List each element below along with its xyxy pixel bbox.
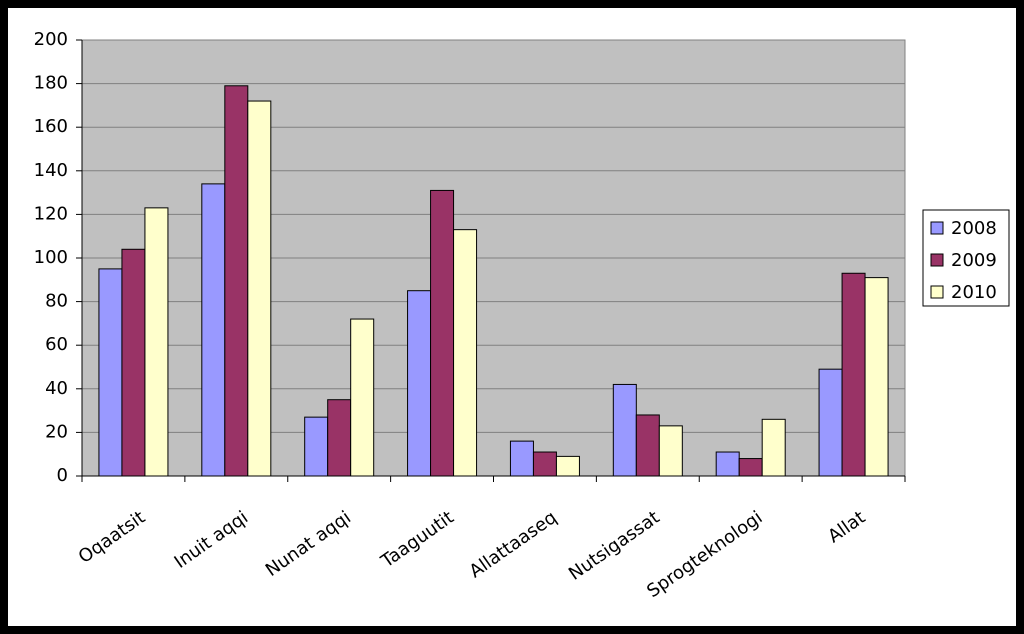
legend-label: 2010: [951, 282, 997, 303]
y-tick-label: 120: [34, 203, 68, 224]
bar: [121, 248, 146, 477]
y-tick-label: 160: [34, 116, 68, 137]
bar: [635, 414, 660, 477]
bar: [555, 455, 580, 477]
bar: [453, 229, 478, 477]
y-tick-label: 140: [34, 160, 68, 181]
y-tick-label: 200: [34, 29, 68, 50]
bar: [224, 85, 249, 477]
y-tick-label: 60: [45, 334, 68, 355]
y-tick-label: 180: [34, 73, 68, 94]
bar: [738, 458, 763, 477]
bar: [350, 318, 375, 477]
bar: [818, 368, 843, 477]
legend-label: 2009: [951, 250, 997, 271]
legend-swatch: [930, 221, 944, 235]
y-tick-label: 80: [45, 291, 68, 312]
bar: [864, 277, 889, 477]
bar: [98, 268, 123, 477]
legend-label: 2008: [951, 218, 997, 239]
bar: [715, 451, 740, 477]
bar: [201, 183, 226, 477]
bar: [144, 207, 169, 477]
y-tick-label: 0: [57, 465, 68, 486]
y-tick-label: 20: [45, 421, 68, 442]
bar: [532, 451, 557, 477]
legend-swatch: [930, 253, 944, 267]
bar: [327, 399, 352, 477]
bar: [407, 290, 432, 477]
bar: [761, 418, 786, 477]
bar: [841, 272, 866, 477]
bar: [247, 100, 272, 477]
bar: [612, 383, 637, 477]
bar: [658, 425, 683, 477]
legend-swatch: [930, 285, 944, 299]
bar: [509, 440, 534, 477]
bar: [430, 189, 455, 477]
y-tick-label: 40: [45, 378, 68, 399]
bar: [304, 416, 329, 477]
y-tick-label: 100: [34, 247, 68, 268]
